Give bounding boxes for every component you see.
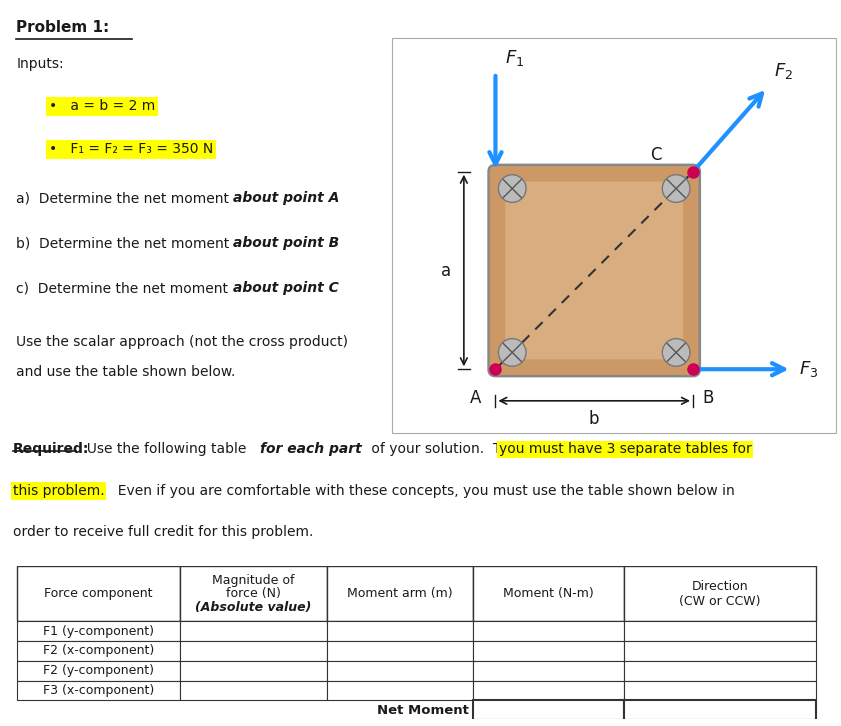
Text: a)  Determine the net moment: a) Determine the net moment bbox=[17, 192, 234, 205]
Text: Magnitude of: Magnitude of bbox=[212, 574, 294, 587]
Text: Force component: Force component bbox=[44, 587, 152, 600]
Text: Use the following table: Use the following table bbox=[78, 442, 251, 457]
Text: (Absolute value): (Absolute value) bbox=[195, 601, 311, 614]
Text: b: b bbox=[589, 409, 600, 428]
Text: you must have 3 separate tables for: you must have 3 separate tables for bbox=[499, 442, 752, 457]
Text: about point B: about point B bbox=[233, 237, 339, 250]
Bar bbox=[624, 661, 816, 681]
FancyBboxPatch shape bbox=[505, 182, 683, 359]
Bar bbox=[624, 641, 816, 661]
Bar bbox=[624, 701, 816, 720]
Bar bbox=[180, 566, 326, 621]
Text: F3 (x-component): F3 (x-component) bbox=[43, 684, 154, 697]
Text: C: C bbox=[650, 146, 661, 164]
Text: B: B bbox=[703, 389, 714, 407]
Text: Use the scalar approach (not the cross product): Use the scalar approach (not the cross p… bbox=[17, 335, 348, 349]
Bar bbox=[326, 621, 473, 641]
Text: c)  Determine the net moment: c) Determine the net moment bbox=[17, 282, 233, 295]
Bar bbox=[326, 566, 473, 621]
Text: about point C: about point C bbox=[233, 282, 339, 295]
Text: Required:: Required: bbox=[13, 442, 89, 457]
Text: A: A bbox=[470, 389, 482, 407]
Bar bbox=[624, 566, 816, 621]
Text: Inputs:: Inputs: bbox=[17, 57, 64, 70]
Text: •   F₁ = F₂ = F₃ = 350 N: • F₁ = F₂ = F₃ = 350 N bbox=[49, 142, 213, 156]
Text: F1 (y-component): F1 (y-component) bbox=[43, 624, 154, 637]
Text: for each part: for each part bbox=[260, 442, 362, 457]
Bar bbox=[473, 566, 624, 621]
Text: $F_2$: $F_2$ bbox=[774, 61, 793, 81]
Circle shape bbox=[663, 338, 690, 367]
FancyBboxPatch shape bbox=[489, 165, 700, 376]
Text: b)  Determine the net moment: b) Determine the net moment bbox=[17, 237, 234, 250]
Bar bbox=[473, 701, 624, 720]
Text: Direction: Direction bbox=[692, 579, 748, 592]
Bar bbox=[180, 681, 326, 701]
Bar bbox=[17, 661, 180, 681]
Text: Problem 1:: Problem 1: bbox=[17, 20, 109, 35]
Circle shape bbox=[499, 338, 526, 367]
Text: •   a = b = 2 m: • a = b = 2 m bbox=[49, 99, 155, 113]
Bar bbox=[180, 621, 326, 641]
Bar bbox=[624, 621, 816, 641]
Text: Net Moment: Net Moment bbox=[378, 703, 469, 717]
Bar bbox=[326, 681, 473, 701]
Text: this problem.: this problem. bbox=[13, 484, 104, 498]
Bar bbox=[473, 681, 624, 701]
Text: $F_1$: $F_1$ bbox=[505, 48, 525, 68]
Circle shape bbox=[663, 175, 690, 203]
Bar bbox=[624, 681, 816, 701]
Text: about point A: about point A bbox=[233, 192, 340, 205]
Text: Even if you are comfortable with these concepts, you must use the table shown be: Even if you are comfortable with these c… bbox=[109, 484, 735, 498]
Bar bbox=[326, 661, 473, 681]
Text: order to receive full credit for this problem.: order to receive full credit for this pr… bbox=[13, 525, 313, 539]
Text: Moment arm (m): Moment arm (m) bbox=[347, 587, 452, 600]
Bar bbox=[17, 621, 180, 641]
Bar bbox=[180, 661, 326, 681]
Bar bbox=[17, 641, 180, 661]
Text: F2 (y-component): F2 (y-component) bbox=[43, 664, 154, 677]
Text: $F_3$: $F_3$ bbox=[799, 359, 817, 379]
Text: force (N): force (N) bbox=[225, 587, 281, 600]
Bar bbox=[473, 641, 624, 661]
Text: (CW or CCW): (CW or CCW) bbox=[680, 595, 761, 608]
Text: F2 (x-component): F2 (x-component) bbox=[43, 645, 154, 658]
Circle shape bbox=[499, 175, 526, 203]
Text: a: a bbox=[441, 261, 451, 280]
Bar bbox=[326, 641, 473, 661]
Text: of your solution.  Thus,: of your solution. Thus, bbox=[367, 442, 535, 457]
Bar bbox=[17, 681, 180, 701]
Text: and use the table shown below.: and use the table shown below. bbox=[17, 365, 235, 379]
Bar bbox=[180, 641, 326, 661]
Bar bbox=[17, 566, 180, 621]
Bar bbox=[473, 661, 624, 681]
Bar bbox=[473, 621, 624, 641]
Text: Moment (N-m): Moment (N-m) bbox=[504, 587, 595, 600]
